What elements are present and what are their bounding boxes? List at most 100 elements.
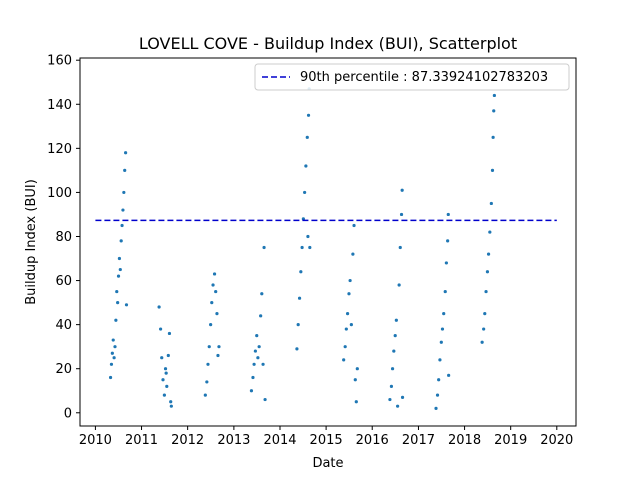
data-point — [109, 362, 114, 366]
data-point — [124, 303, 129, 307]
data-point — [394, 318, 398, 322]
data-point — [491, 135, 495, 139]
data-point — [216, 353, 220, 358]
data-point — [349, 323, 353, 327]
y-tick-label: 80 — [55, 230, 72, 245]
data-point — [163, 367, 168, 371]
y-tick-label: 120 — [47, 142, 72, 157]
data-point — [164, 371, 168, 375]
data-point — [389, 384, 394, 388]
y-tick-label: 140 — [47, 98, 72, 113]
data-point — [117, 256, 122, 261]
data-point — [435, 393, 440, 397]
data-point — [442, 312, 446, 316]
legend-threshold-label: 90th percentile : 87.33924102783203 — [300, 70, 548, 85]
data-point — [438, 358, 442, 362]
data-point — [446, 212, 450, 217]
data-point — [440, 327, 445, 331]
data-point — [392, 349, 396, 353]
data-point — [255, 334, 259, 338]
data-point — [295, 347, 299, 351]
data-point — [162, 393, 166, 397]
data-point — [306, 113, 311, 117]
data-point — [116, 301, 120, 305]
y-tick-label: 100 — [47, 186, 72, 201]
data-point — [388, 397, 392, 402]
data-point — [261, 362, 265, 366]
data-point — [159, 327, 163, 331]
data-point — [203, 393, 207, 397]
data-point — [353, 378, 357, 382]
data-point — [249, 389, 254, 393]
x-tick-label: 2015 — [310, 433, 343, 448]
data-point — [257, 345, 261, 349]
data-point — [305, 135, 309, 139]
data-point — [209, 323, 213, 327]
data-point — [390, 367, 395, 371]
data-point — [252, 362, 256, 366]
data-point — [210, 301, 214, 305]
data-point — [398, 245, 402, 250]
x-tick-label: 2012 — [171, 433, 204, 448]
data-point — [169, 404, 173, 408]
data-point — [482, 327, 486, 331]
x-tick-label: 2010 — [79, 433, 112, 448]
data-point — [347, 292, 351, 296]
data-point — [206, 362, 210, 366]
x-tick-label: 2019 — [494, 433, 527, 448]
data-point — [114, 318, 118, 322]
x-tick-label: 2017 — [402, 433, 435, 448]
data-point — [399, 212, 404, 217]
data-point — [344, 327, 348, 331]
legend: 90th percentile : 87.33924102783203 — [254, 63, 570, 91]
data-point — [214, 289, 218, 294]
data-point — [211, 283, 215, 287]
chart-title: LOVELL COVE - Buildup Index (BUI), Scatt… — [139, 34, 517, 53]
data-point — [263, 397, 267, 402]
data-point — [167, 331, 172, 336]
data-point — [161, 378, 165, 382]
data-point — [303, 190, 307, 195]
data-point — [480, 340, 484, 344]
data-point — [352, 223, 356, 228]
plot-frame — [79, 57, 577, 427]
data-point — [120, 223, 124, 228]
data-point — [342, 358, 346, 362]
x-tick-label: 2016 — [356, 433, 389, 448]
data-point — [489, 201, 493, 206]
data-point — [121, 208, 125, 212]
data-point — [400, 188, 404, 192]
data-point — [262, 245, 266, 250]
data-point — [355, 367, 359, 371]
data-point — [259, 314, 263, 318]
x-axis: 2010 2011 2012 2013 2014 2015 2016 2017 2018 2019… — [79, 426, 573, 448]
data-point — [119, 239, 123, 243]
data-point — [115, 289, 119, 294]
data-point — [345, 312, 350, 316]
data-point — [397, 283, 401, 287]
y-axis: 0 20 40 60 80 100 120 140 160 — [47, 54, 80, 421]
data-point — [165, 384, 169, 388]
legend-box — [254, 63, 570, 91]
data-point — [111, 338, 115, 342]
data-point — [348, 278, 352, 283]
data-point — [343, 345, 347, 349]
data-point — [483, 312, 487, 316]
data-point — [166, 353, 170, 358]
points-layer — [108, 87, 496, 410]
data-point — [110, 351, 114, 355]
data-point — [446, 239, 450, 243]
data-point — [306, 234, 310, 239]
data-point — [492, 93, 496, 98]
data-point — [113, 345, 117, 349]
data-point — [444, 261, 448, 265]
data-point — [296, 323, 300, 327]
data-point — [297, 296, 302, 300]
data-point — [447, 373, 451, 377]
data-point — [253, 349, 257, 353]
data-point — [212, 272, 217, 276]
y-tick-label: 40 — [55, 318, 72, 333]
data-point — [157, 305, 161, 309]
data-point — [492, 109, 496, 113]
